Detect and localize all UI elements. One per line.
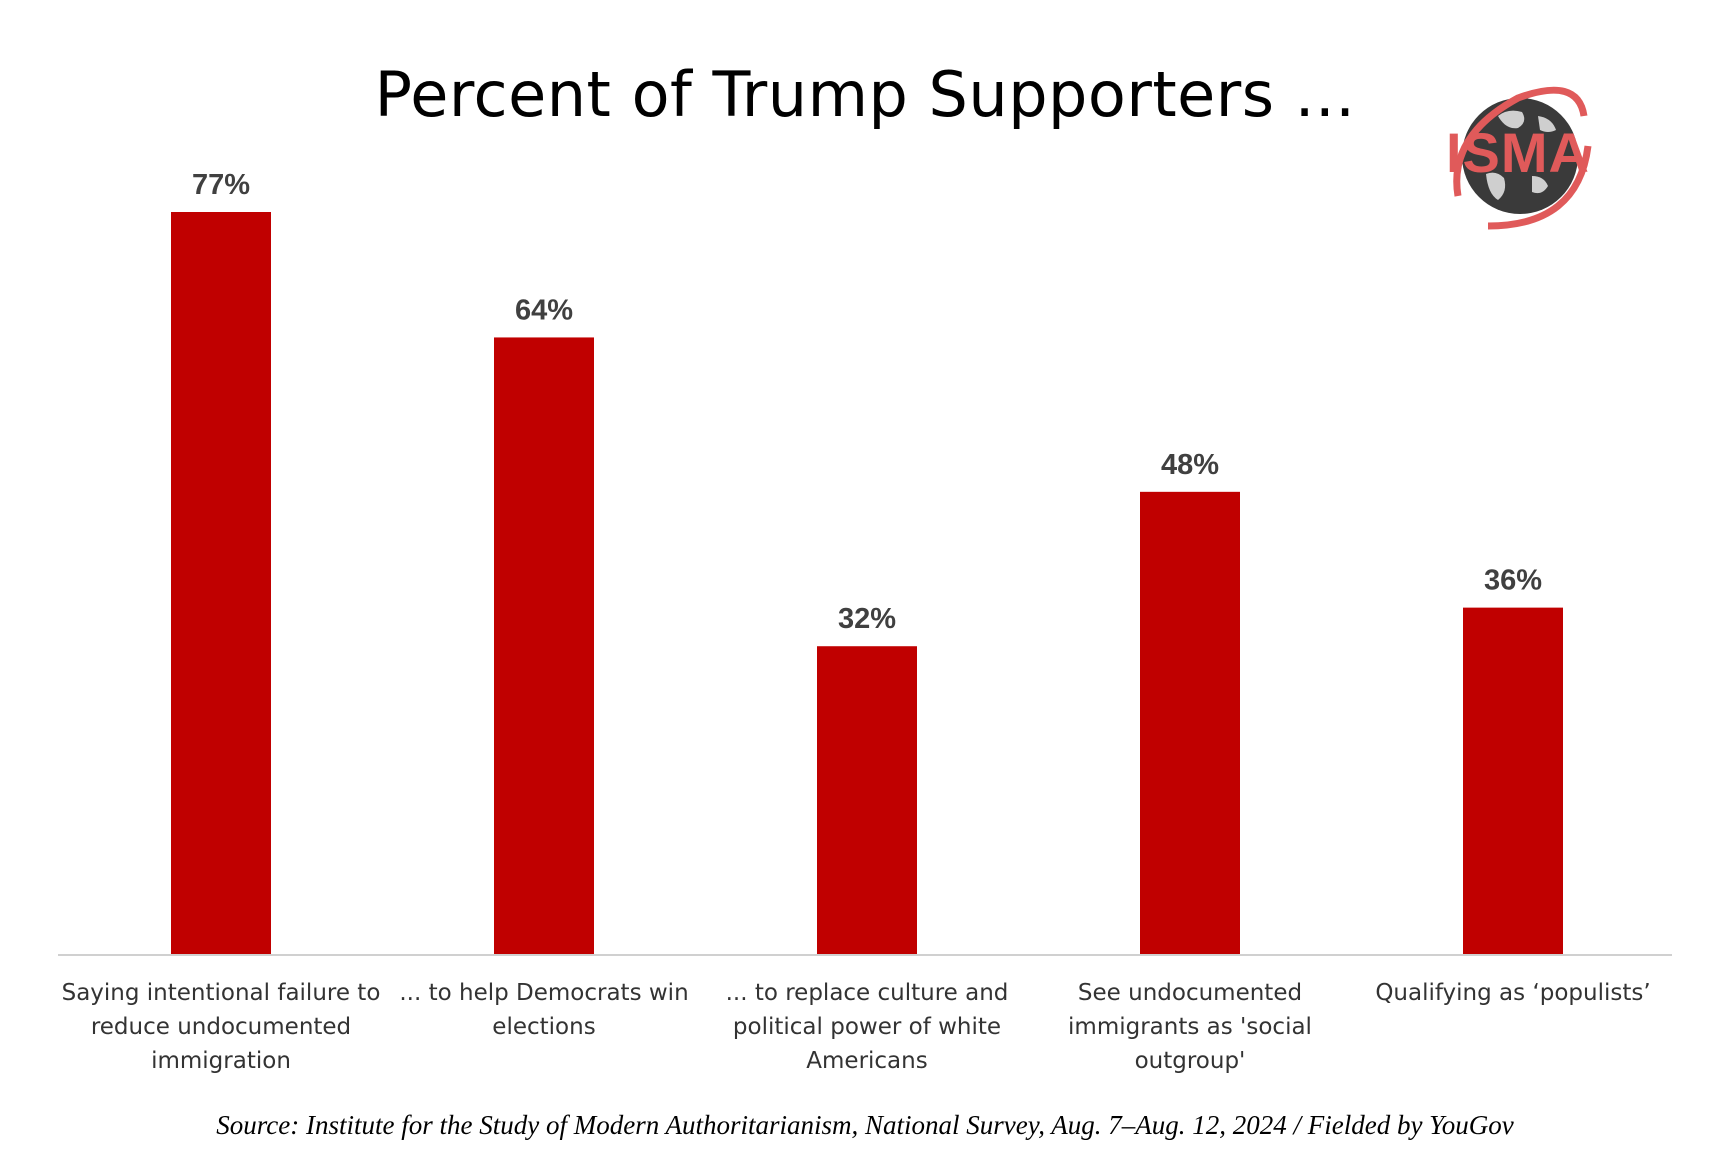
chart-title: Percent of Trump Supporters ... xyxy=(374,58,1356,131)
value-label-3: 32% xyxy=(838,603,896,635)
value-label-4: 48% xyxy=(1161,449,1219,481)
bar-5 xyxy=(1463,607,1563,955)
isma-logo: ISMA xyxy=(1428,76,1608,236)
logo-text: ISMA xyxy=(1446,121,1590,184)
category-label-line: reduce undocumented xyxy=(90,1014,352,1040)
category-label-line: political power of white xyxy=(732,1014,1002,1040)
category-label-line: immigration xyxy=(151,1048,291,1074)
bar-4 xyxy=(1140,491,1240,955)
category-label-line: ... to help Democrats win xyxy=(399,980,689,1006)
category-label-line: elections xyxy=(492,1014,596,1040)
category-label-5: Qualifying as ‘populists’ xyxy=(1348,976,1678,1010)
category-label-line: Saying intentional failure to xyxy=(61,980,381,1006)
value-labels-layer: 77% 64% 32% 48% 36% xyxy=(192,169,1542,635)
category-label-1: Saying intentional failure to reduce undo… xyxy=(56,976,386,1078)
category-label-line: See undocumented xyxy=(1077,980,1303,1006)
value-label-1: 77% xyxy=(192,169,250,201)
category-label-line: Americans xyxy=(806,1048,928,1074)
bars-layer xyxy=(171,212,1563,956)
globe-icon xyxy=(1453,86,1592,230)
category-label-2: ... to help Democrats win elections xyxy=(379,976,709,1044)
category-label-4: See undocumented immigrants as 'social out… xyxy=(1025,976,1355,1078)
bar-3 xyxy=(817,646,917,955)
bar-2 xyxy=(494,337,594,956)
category-label-line: outgroup' xyxy=(1134,1048,1246,1074)
category-label-3: ... to replace culture and political powe… xyxy=(702,976,1032,1078)
value-label-2: 64% xyxy=(515,294,573,326)
bar-1 xyxy=(171,212,271,955)
category-label-line: ... to replace culture and xyxy=(725,980,1009,1006)
source-note: Source: Institute for the Study of Moder… xyxy=(216,1110,1514,1140)
value-label-5: 36% xyxy=(1484,565,1542,597)
category-label-line: Qualifying as ‘populists’ xyxy=(1375,980,1651,1006)
category-label-line: immigrants as 'social xyxy=(1068,1014,1312,1040)
